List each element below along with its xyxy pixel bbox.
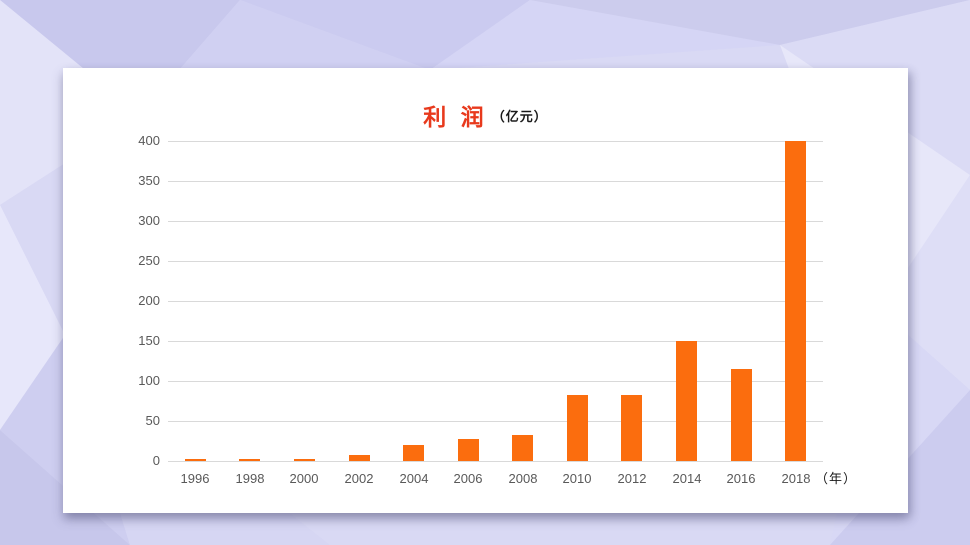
chart-card: 利 润（亿元） 0 50 100 150 200 250 300 350 400 1996 1998…	[63, 68, 908, 513]
gridline	[168, 461, 823, 462]
y-axis-tick-label: 300	[138, 213, 160, 228]
bar-1998	[239, 459, 260, 461]
x-axis-tick-label: 1998	[235, 471, 265, 486]
x-axis-tick-label: 2014	[672, 471, 702, 486]
bar-2000	[294, 459, 315, 461]
chart-title-text: 利 润	[423, 104, 488, 130]
gridline	[168, 341, 823, 342]
y-axis-tick-label: 400	[138, 133, 160, 148]
y-axis-tick-label: 50	[145, 413, 160, 428]
x-axis-tick-label: 2000	[289, 471, 319, 486]
bar-2018	[785, 141, 806, 461]
bar-2004	[403, 445, 424, 461]
gridline	[168, 381, 823, 382]
x-axis-tick-label: 2016	[726, 471, 756, 486]
x-axis-tick-label: 2018	[781, 471, 811, 486]
gridline	[168, 181, 823, 182]
gridline	[168, 221, 823, 222]
x-axis-tick-label: 2006	[453, 471, 483, 486]
chart-title-unit-label: （亿元）	[491, 108, 548, 124]
x-axis-tick-label: 1996	[180, 471, 210, 486]
x-axis-tick-label: 2010	[562, 471, 592, 486]
gridline	[168, 141, 823, 142]
chart-title: 利 润（亿元）	[63, 98, 908, 132]
x-axis-tick-label: 2002	[344, 471, 374, 486]
bar-2008	[512, 435, 533, 461]
y-axis-tick-label: 150	[138, 333, 160, 348]
y-axis-tick-label: 250	[138, 253, 160, 268]
y-axis-tick-label: 200	[138, 293, 160, 308]
y-axis-tick-label: 100	[138, 373, 160, 388]
bar-1996	[185, 459, 206, 461]
x-axis-tick-label: 2012	[617, 471, 647, 486]
bar-2016	[731, 369, 752, 461]
bar-2006	[458, 439, 479, 461]
bar-2014	[676, 341, 697, 461]
x-axis-tick-label: 2008	[508, 471, 538, 486]
bar-2002	[349, 455, 370, 461]
y-axis-tick-label: 350	[138, 173, 160, 188]
y-axis-tick-label: 0	[152, 453, 160, 468]
gridline	[168, 301, 823, 302]
gridline	[168, 421, 823, 422]
x-axis-tick-label: 2004	[399, 471, 429, 486]
bar-chart-plot-area: 0 50 100 150 200 250 300 350 400 1996 1998 2000 2002…	[63, 68, 908, 513]
gridline	[168, 261, 823, 262]
bar-2012	[621, 395, 642, 461]
x-axis-unit-label: （年）	[815, 471, 858, 486]
bar-2010	[567, 395, 588, 461]
